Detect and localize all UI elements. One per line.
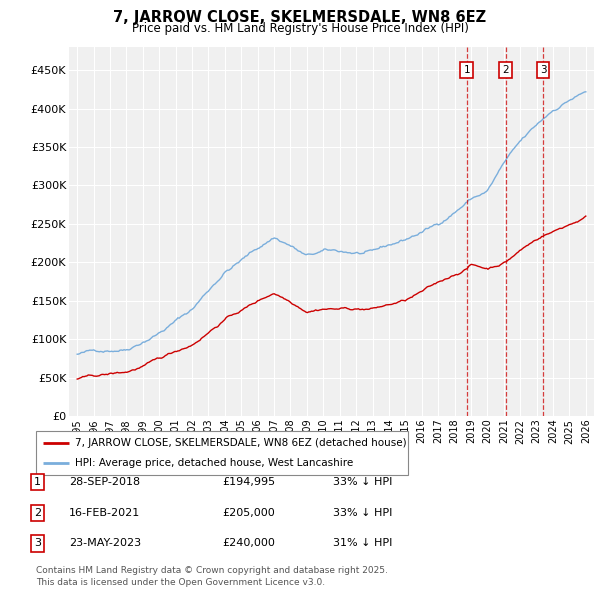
Text: 1: 1 <box>34 477 41 487</box>
FancyBboxPatch shape <box>36 431 408 475</box>
Text: 28-SEP-2018: 28-SEP-2018 <box>69 477 140 487</box>
Text: 3: 3 <box>34 539 41 548</box>
Text: 2: 2 <box>502 65 509 76</box>
Text: Contains HM Land Registry data © Crown copyright and database right 2025.
This d: Contains HM Land Registry data © Crown c… <box>36 566 388 587</box>
Text: £240,000: £240,000 <box>222 539 275 548</box>
Text: 16-FEB-2021: 16-FEB-2021 <box>69 508 140 517</box>
Text: 1: 1 <box>463 65 470 76</box>
Text: Price paid vs. HM Land Registry's House Price Index (HPI): Price paid vs. HM Land Registry's House … <box>131 22 469 35</box>
Text: 3: 3 <box>539 65 546 76</box>
Text: 7, JARROW CLOSE, SKELMERSDALE, WN8 6EZ: 7, JARROW CLOSE, SKELMERSDALE, WN8 6EZ <box>113 10 487 25</box>
Text: £194,995: £194,995 <box>222 477 275 487</box>
Text: 33% ↓ HPI: 33% ↓ HPI <box>333 508 392 517</box>
Text: 31% ↓ HPI: 31% ↓ HPI <box>333 539 392 548</box>
Text: HPI: Average price, detached house, West Lancashire: HPI: Average price, detached house, West… <box>75 458 353 468</box>
Text: 7, JARROW CLOSE, SKELMERSDALE, WN8 6EZ (detached house): 7, JARROW CLOSE, SKELMERSDALE, WN8 6EZ (… <box>75 438 407 448</box>
Text: 23-MAY-2023: 23-MAY-2023 <box>69 539 141 548</box>
Text: 2: 2 <box>34 508 41 517</box>
Text: £205,000: £205,000 <box>222 508 275 517</box>
Text: 33% ↓ HPI: 33% ↓ HPI <box>333 477 392 487</box>
